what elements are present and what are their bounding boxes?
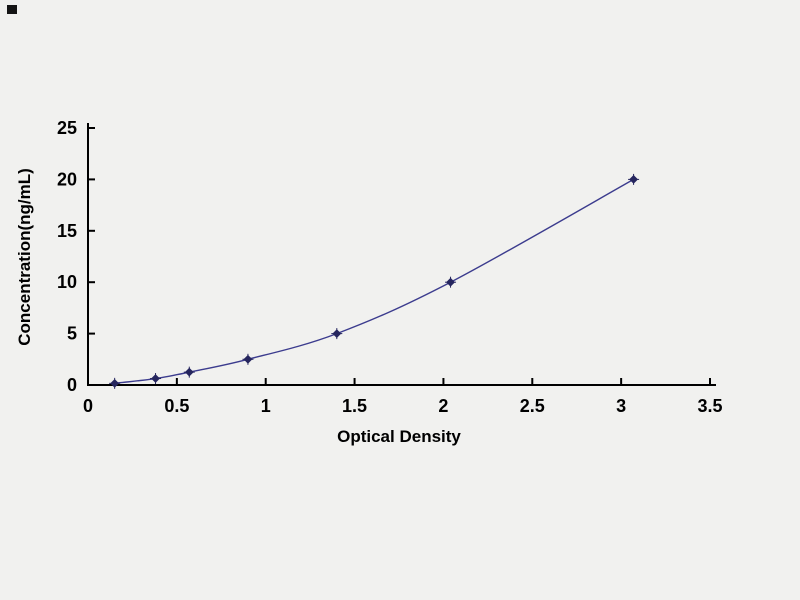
x-tick-label: 1 xyxy=(261,396,271,416)
y-tick-label: 20 xyxy=(57,169,77,189)
y-axis-title: Concentration(ng/mL) xyxy=(15,168,34,346)
curve-line xyxy=(114,178,634,385)
y-tick-label: 15 xyxy=(57,221,77,241)
x-tick-label: 0 xyxy=(83,396,93,416)
x-tick-label: 3.5 xyxy=(697,396,722,416)
y-tick-label: 25 xyxy=(57,118,77,138)
y-tick-label: 5 xyxy=(67,324,77,344)
corner-artifact xyxy=(7,5,17,14)
y-tick-label: 10 xyxy=(57,272,77,292)
x-tick-label: 0.5 xyxy=(164,396,189,416)
x-tick-label: 3 xyxy=(616,396,626,416)
x-axis-title: Optical Density xyxy=(337,427,461,446)
x-tick-label: 2.5 xyxy=(520,396,545,416)
x-tick-label: 2 xyxy=(438,396,448,416)
y-tick-label: 0 xyxy=(67,375,77,395)
x-tick-label: 1.5 xyxy=(342,396,367,416)
